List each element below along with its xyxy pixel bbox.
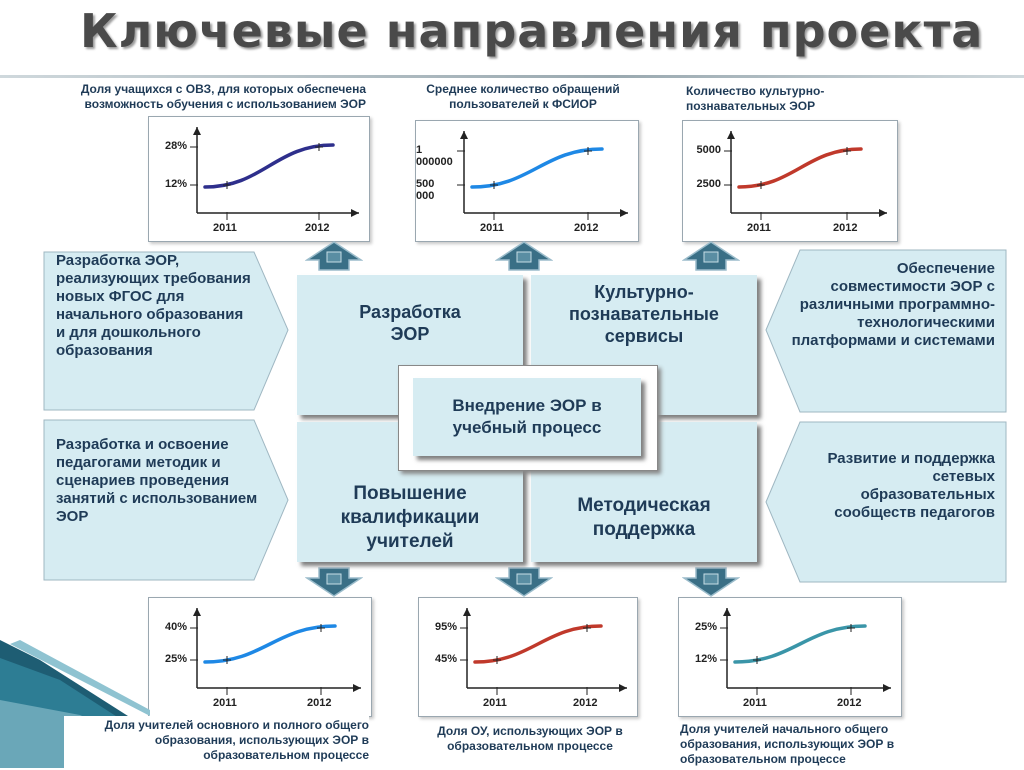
x-tick-label: 2011 xyxy=(743,697,767,709)
series-line xyxy=(473,624,603,664)
title-divider xyxy=(0,75,1024,78)
mini-chart: 12% 25% 2011 2012 xyxy=(678,597,902,717)
y-axis-arrow xyxy=(460,131,468,139)
caption-bottom-1: Доля учителей основного и полного общего… xyxy=(64,716,369,770)
x-tick-label: 2011 xyxy=(213,222,237,234)
series-line xyxy=(203,143,335,189)
side-box-right-top-text: Обеспечение совместимости ЭОР с различны… xyxy=(791,260,995,349)
y-axis-arrow xyxy=(723,608,731,616)
y-tick-label: 45% xyxy=(434,653,457,665)
y-tick-label: 2500 xyxy=(696,178,721,190)
y-tick-label: 5000 xyxy=(696,144,721,156)
down-arrow-icon xyxy=(495,567,553,597)
side-box-right-bottom-text: Развитие и поддержка сетевых образовател… xyxy=(827,450,995,521)
x-axis-arrow xyxy=(620,209,628,217)
caption-top-1: Доля учащихся с ОВЗ, для которых обеспеч… xyxy=(80,82,366,111)
y-tick-label: 1 000000 xyxy=(416,144,453,168)
x-tick-label: 2012 xyxy=(307,697,332,709)
series-line xyxy=(737,147,863,189)
box-cultural-services-label: Культурно-познавательные сервисы xyxy=(569,282,719,346)
box-cultural-services: Культурно-познавательные сервисы xyxy=(531,275,757,415)
x-axis-arrow xyxy=(351,209,359,217)
side-box-shape xyxy=(43,419,289,581)
y-tick-label: 40% xyxy=(164,621,187,633)
y-tick-label: 500 000 xyxy=(416,178,435,202)
up-arrow-icon xyxy=(305,241,363,271)
chart-plot xyxy=(190,608,361,695)
box-methodical-support-label: Методическая поддержка xyxy=(577,495,711,540)
up-arrow-icon xyxy=(495,241,553,271)
side-box-left-bottom-text: Разработка и освоение педагогами методик… xyxy=(56,436,258,525)
x-tick-label: 2012 xyxy=(837,697,862,709)
side-box-right-bottom: Развитие и поддержка сетевых образовател… xyxy=(760,420,1010,586)
y-tick-label: 25% xyxy=(164,653,187,665)
side-box-shape xyxy=(43,251,289,411)
x-axis-arrow xyxy=(619,684,627,692)
down-arrow-icon xyxy=(305,567,363,597)
page-title: Ключевые направления проекта xyxy=(80,4,984,58)
x-tick-label: 2011 xyxy=(747,222,771,234)
center-box-label: Внедрение ЭОР в учебный процесс xyxy=(452,396,602,437)
chart-plot xyxy=(457,131,628,220)
x-tick-label: 2012 xyxy=(305,222,330,234)
x-tick-label: 2011 xyxy=(483,697,507,709)
x-axis-arrow xyxy=(353,684,361,692)
chart-plot xyxy=(460,608,627,695)
y-tick-label: 12% xyxy=(164,178,187,190)
mini-chart: 12% 28% 2011 2012 xyxy=(148,116,370,242)
series-line xyxy=(733,624,867,664)
box-teacher-qualification-label: Повышение квалификации учителей xyxy=(340,483,480,552)
box-eor-development-label: Разработка ЭОР xyxy=(359,302,461,344)
caption-bottom-2: Доля ОУ, использующих ЭОР в образователь… xyxy=(437,724,623,753)
side-box-left-top: Разработка ЭОР, реализующих требования н… xyxy=(40,250,295,415)
y-tick-label: 95% xyxy=(434,621,457,633)
y-tick-label: 25% xyxy=(694,621,717,633)
series-line xyxy=(470,147,604,189)
chart-plot xyxy=(720,608,891,695)
x-axis-arrow xyxy=(879,209,887,217)
x-tick-label: 2012 xyxy=(573,697,598,709)
side-box-left-top-text: Разработка ЭОР, реализующих требования н… xyxy=(56,252,251,359)
x-tick-label: 2012 xyxy=(833,222,858,234)
x-tick-label: 2011 xyxy=(480,222,504,234)
x-axis-arrow xyxy=(883,684,891,692)
y-axis-arrow xyxy=(193,127,201,135)
caption-top-2: Среднее количество обращений пользовател… xyxy=(426,82,620,111)
center-frame: Внедрение ЭОР в учебный процесс xyxy=(398,365,658,471)
chart-plot xyxy=(724,131,887,220)
series-line xyxy=(203,624,337,664)
mini-chart: 2500 5000 2011 2012 xyxy=(682,120,898,242)
side-box-right-top: Обеспечение совместимости ЭОР с различны… xyxy=(760,248,1010,416)
y-axis-arrow xyxy=(463,608,471,616)
up-arrow-icon xyxy=(682,241,740,271)
caption-top-3: Количество культурно-познавательных ЭОР xyxy=(686,84,825,113)
side-box-shape xyxy=(765,249,1007,413)
y-tick-label: 28% xyxy=(164,140,187,152)
x-tick-label: 2012 xyxy=(574,222,599,234)
caption-bottom-3: Доля учителей начального общего образова… xyxy=(680,722,895,766)
down-arrow-icon xyxy=(682,567,740,597)
y-axis-arrow xyxy=(193,608,201,616)
x-tick-label: 2011 xyxy=(213,697,237,709)
mini-chart: 25% 40% 2011 2012 xyxy=(148,597,372,717)
side-box-shape xyxy=(765,421,1007,583)
chart-plot xyxy=(190,127,359,220)
mini-chart: 500 000 1 000000 2011 2012 xyxy=(415,120,639,242)
side-box-left-bottom: Разработка и освоение педагогами методик… xyxy=(40,418,295,584)
center-box: Внедрение ЭОР в учебный процесс xyxy=(413,378,641,456)
y-axis-arrow xyxy=(727,131,735,139)
y-tick-label: 12% xyxy=(694,653,717,665)
mini-chart: 45% 95% 2011 2012 xyxy=(418,597,638,717)
